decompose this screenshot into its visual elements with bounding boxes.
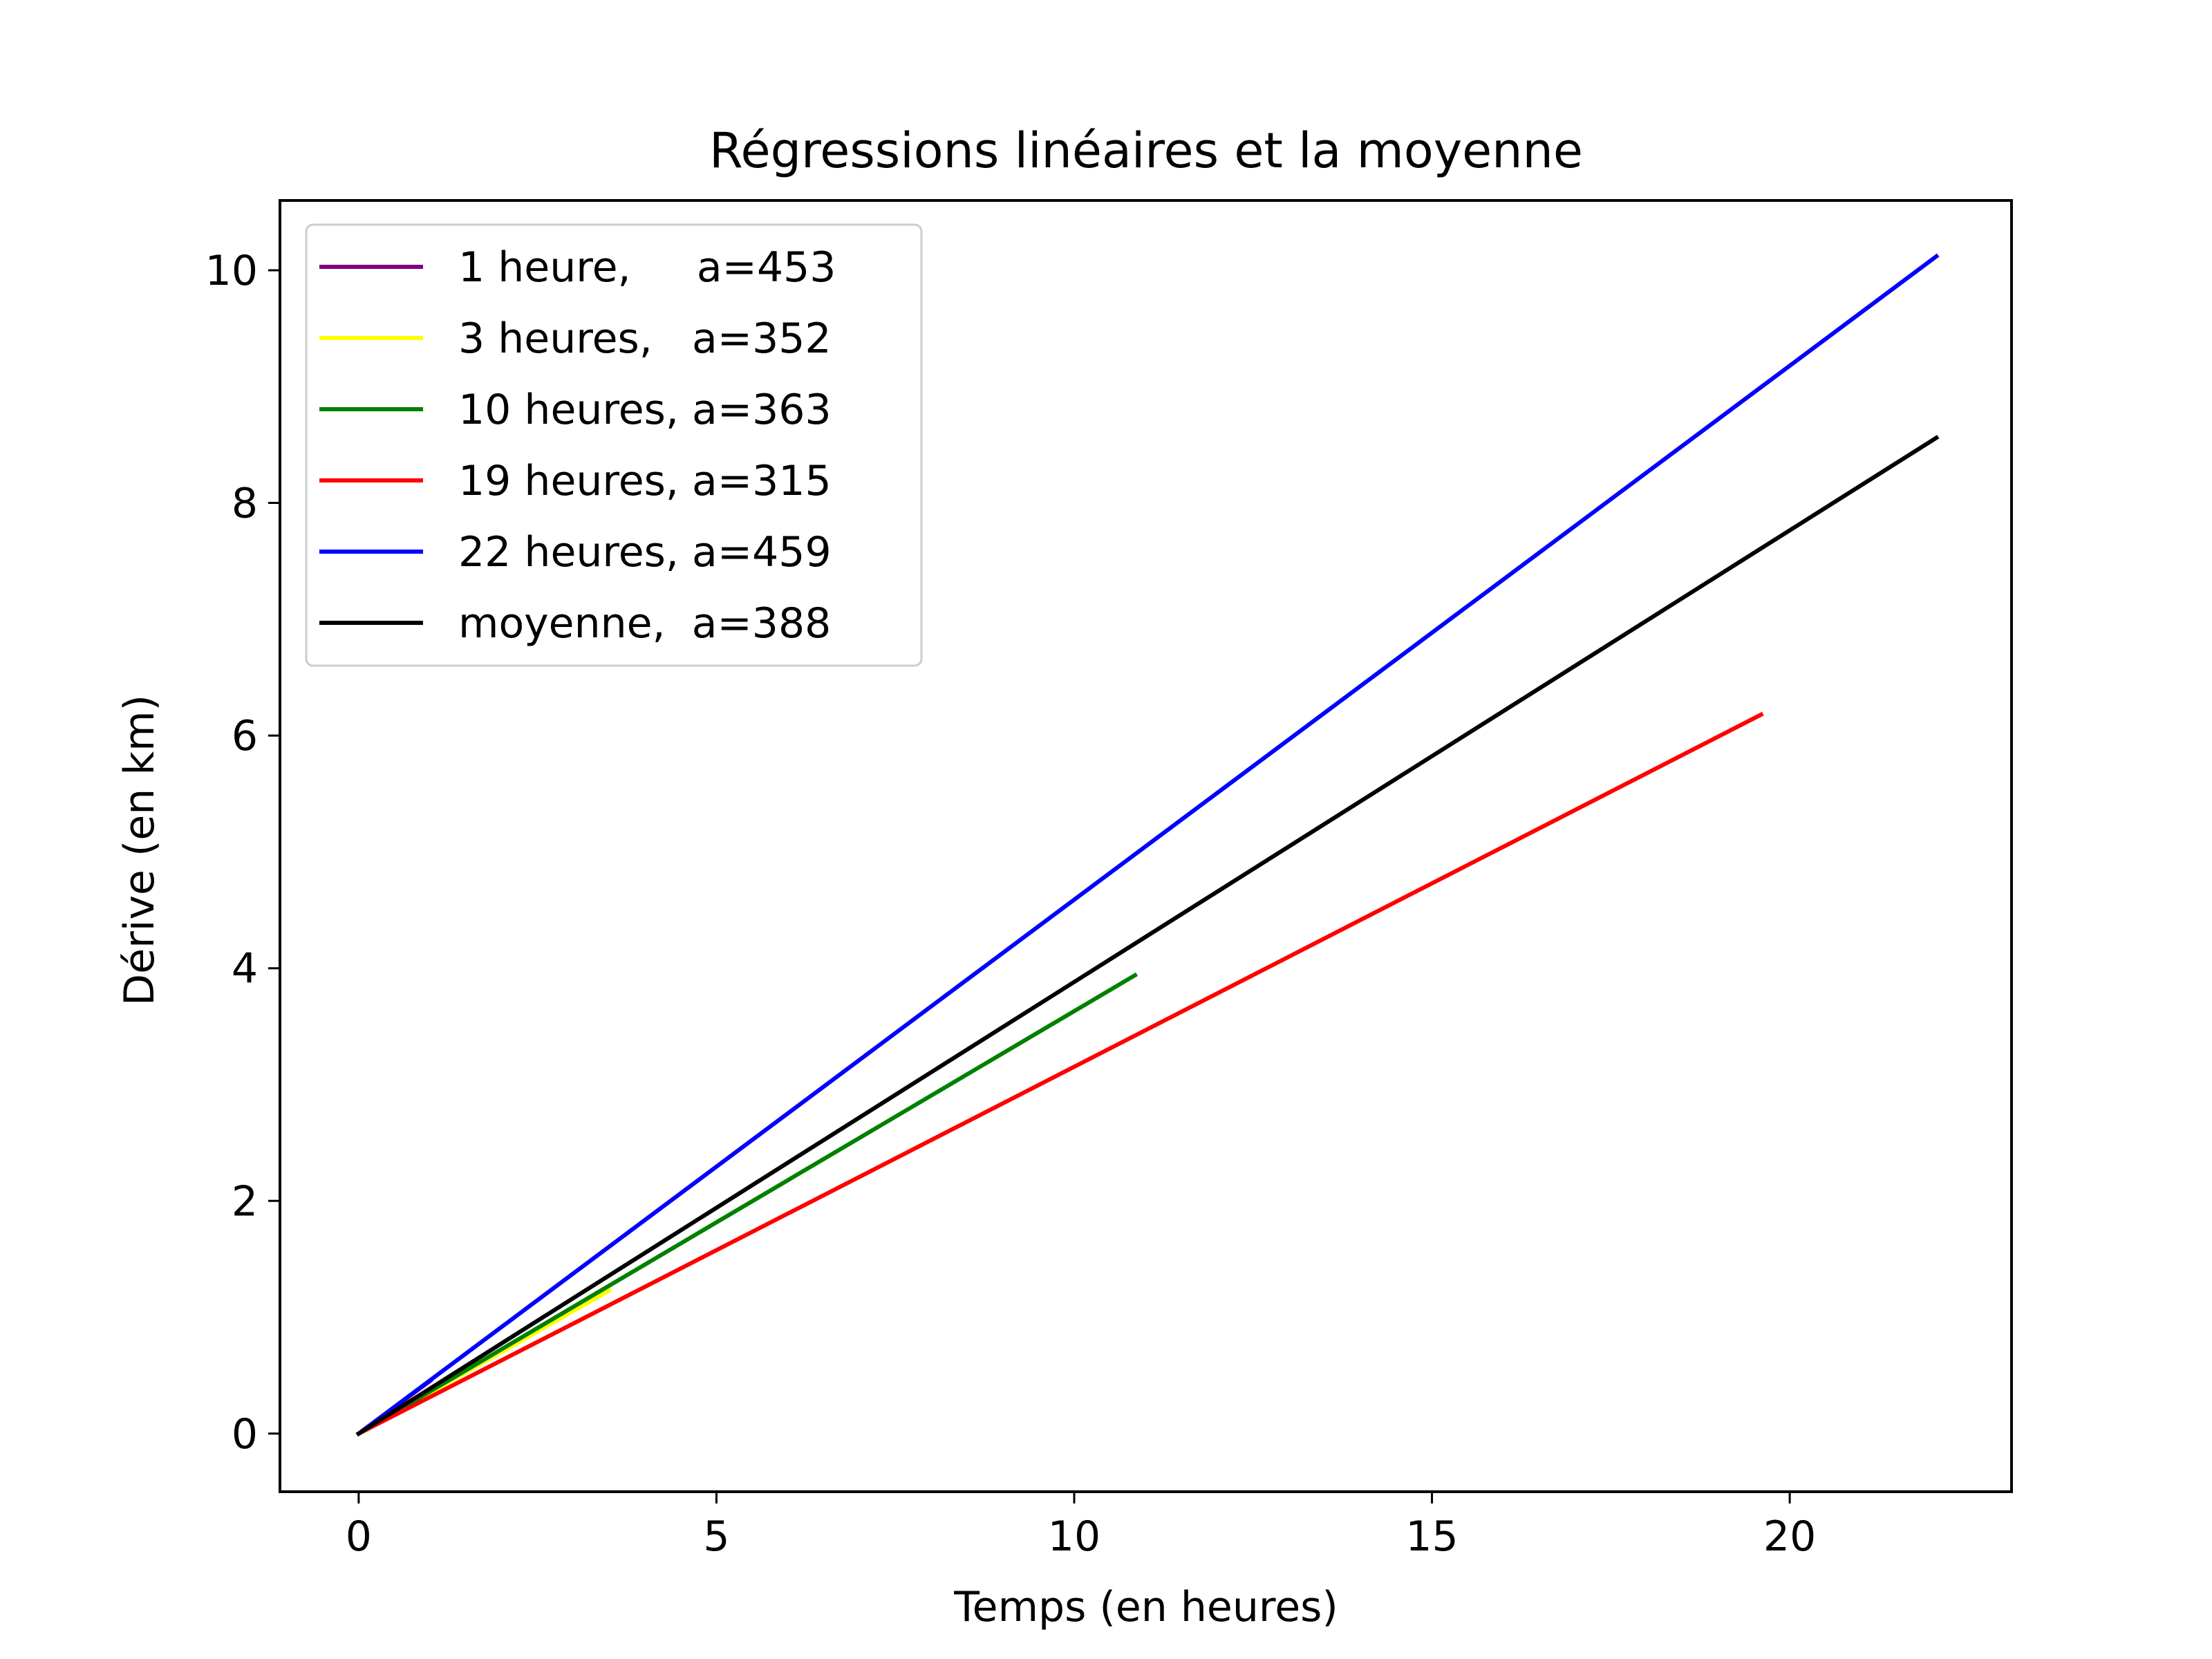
x-tick-label: 15 bbox=[1405, 1512, 1458, 1561]
y-tick-label: 4 bbox=[232, 945, 258, 993]
y-tick-label: 8 bbox=[232, 480, 258, 528]
y-tick-label: 10 bbox=[205, 247, 258, 295]
series-line-5 bbox=[355, 435, 1940, 1437]
x-tick-label: 0 bbox=[346, 1512, 372, 1561]
legend-label-5: moyenne, a=388 bbox=[458, 599, 831, 648]
legend-label-1: 3 heures, a=352 bbox=[458, 315, 832, 363]
legend-box bbox=[305, 223, 923, 667]
legend-label-4: 22 heures, a=459 bbox=[458, 528, 832, 577]
series-line-2 bbox=[355, 972, 1138, 1437]
legend: 1 heure, a=453 3 heures, a=352 10 heures, … bbox=[305, 223, 923, 667]
series-line-4 bbox=[355, 253, 1940, 1437]
legend-label-2: 10 heures, a=363 bbox=[458, 386, 832, 434]
x-tick-label: 5 bbox=[703, 1512, 729, 1561]
y-axis-ticks: 0 2 4 6 8 10 bbox=[205, 247, 280, 1459]
y-tick-label: 0 bbox=[232, 1410, 258, 1459]
plot-frame bbox=[279, 199, 2013, 1493]
x-tick-label: 10 bbox=[1048, 1512, 1100, 1561]
chart-title: Régressions linéaires et la moyenne bbox=[709, 122, 1583, 179]
y-tick-label: 6 bbox=[232, 712, 258, 760]
legend-label-3: 19 heures, a=315 bbox=[458, 457, 832, 505]
x-axis-ticks: 0 5 10 15 20 bbox=[346, 1492, 1816, 1561]
legend-label-0: 1 heure, a=453 bbox=[458, 243, 836, 292]
x-tick-label: 20 bbox=[1763, 1512, 1816, 1561]
x-axis-label: Temps (en heures) bbox=[953, 1583, 1338, 1631]
series-layer bbox=[355, 253, 1940, 1437]
legend-items: 1 heure, a=453 3 heures, a=352 10 heures, … bbox=[319, 243, 836, 648]
series-line-3 bbox=[355, 711, 1764, 1436]
y-tick-label: 2 bbox=[232, 1177, 258, 1226]
y-axis-label: Dérive (en km) bbox=[115, 695, 164, 1006]
